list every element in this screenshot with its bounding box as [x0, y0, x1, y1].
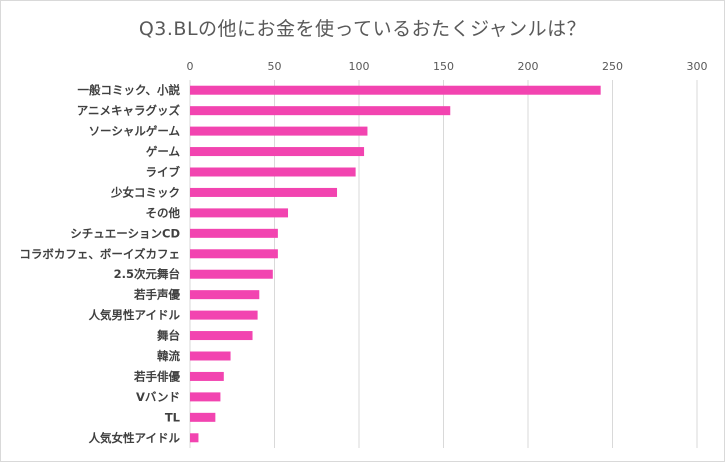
- bar: [190, 351, 231, 361]
- bar: [190, 167, 356, 177]
- category-label: 人気女性アイドル: [89, 431, 181, 445]
- category-label: シチュエーションCD: [70, 226, 180, 240]
- category-label: 若手俳優: [134, 369, 180, 383]
- category-label: Vバンド: [136, 390, 180, 404]
- x-axis-ticks: 0 50 100 150 200 250 300: [187, 60, 708, 73]
- category-label: ライブ: [146, 165, 181, 179]
- category-label: ソーシャルゲーム: [89, 124, 181, 138]
- x-tick-label: 250: [602, 60, 623, 73]
- chart-title: Q3.BLの他にお金を使っているおたくジャンルは？: [138, 18, 587, 40]
- x-tick-label: 200: [518, 60, 539, 73]
- category-label: 韓流: [157, 349, 180, 363]
- category-label: 舞台: [157, 329, 180, 343]
- bar: [190, 433, 199, 443]
- category-label: その他: [146, 206, 181, 220]
- bar: [190, 147, 365, 157]
- category-label: 2.5次元舞台: [114, 267, 180, 281]
- gridlines: [189, 80, 698, 448]
- bar: [190, 187, 338, 197]
- x-tick-label: 0: [187, 60, 194, 73]
- category-label: アニメキャラグッズ: [77, 104, 181, 118]
- category-label: TL: [165, 410, 181, 424]
- x-tick-label: 100: [349, 60, 370, 73]
- category-label: 人気男性アイドル: [89, 308, 181, 322]
- bar: [190, 106, 451, 116]
- category-labels: 一般コミック、小説アニメキャラグッズソーシャルゲームゲームライブ少女コミックその…: [19, 83, 180, 445]
- bar: [190, 269, 273, 279]
- bar: [190, 331, 253, 341]
- x-tick-label: 150: [433, 60, 454, 73]
- bar: [190, 126, 368, 136]
- bar: [190, 208, 289, 218]
- bar: [190, 249, 278, 259]
- bar: [190, 392, 221, 402]
- category-label: 少女コミック: [110, 185, 180, 199]
- bar: [190, 290, 260, 300]
- x-tick-label: 300: [687, 60, 708, 73]
- bar: [190, 85, 601, 95]
- bar: [190, 228, 278, 238]
- category-label: 一般コミック、小説: [78, 83, 181, 97]
- bar: [190, 310, 258, 320]
- bars: [190, 85, 601, 443]
- x-tick-label: 50: [268, 60, 282, 73]
- category-label: コラボカフェ、ボーイズカフェ: [19, 247, 180, 261]
- bar: [190, 412, 216, 422]
- bar: [190, 371, 224, 381]
- category-label: ゲーム: [146, 145, 181, 159]
- category-label: 若手声優: [134, 288, 180, 302]
